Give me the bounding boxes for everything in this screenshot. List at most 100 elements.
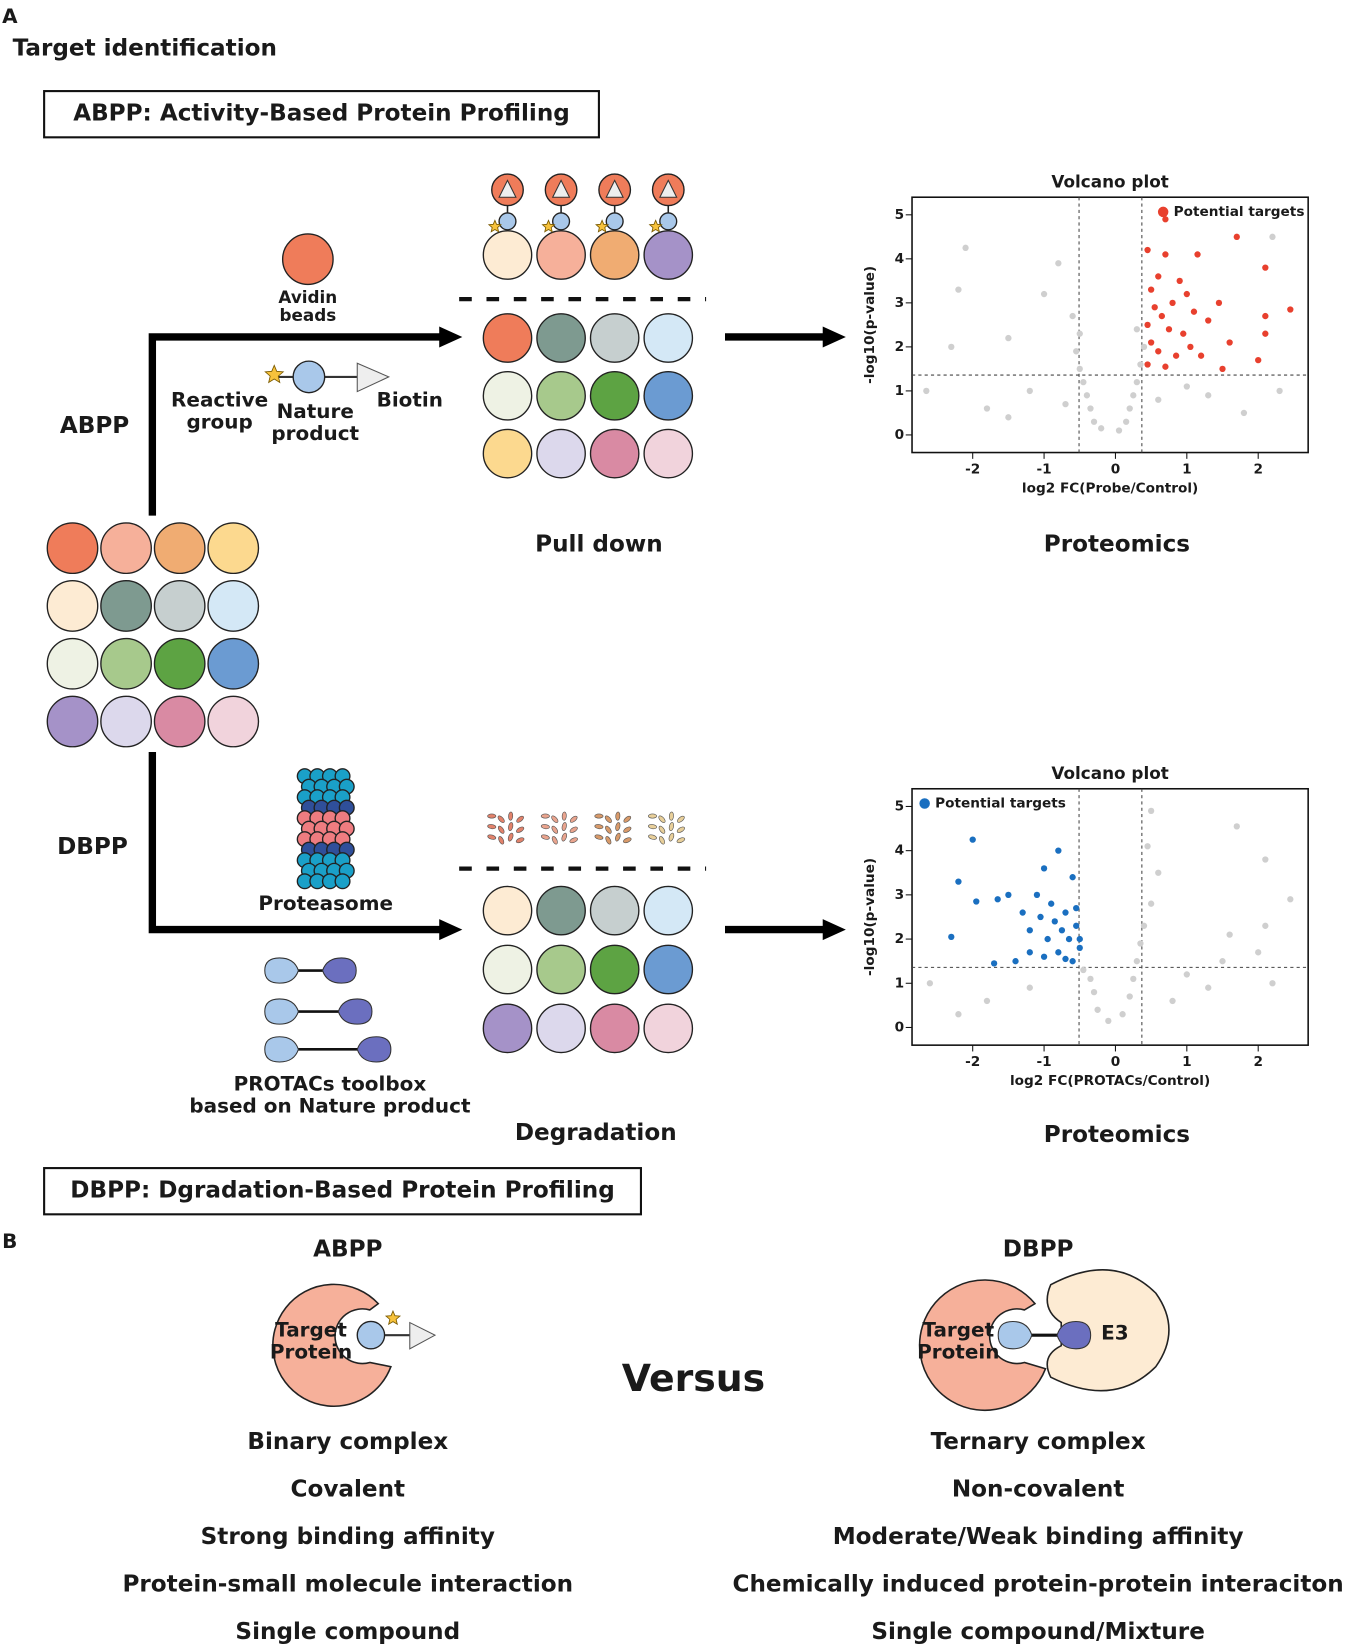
- fragment: [658, 815, 666, 823]
- point: [1076, 935, 1083, 943]
- point: [1144, 843, 1151, 850]
- fragment: [658, 825, 666, 834]
- point: [1133, 378, 1141, 386]
- fragment: [561, 822, 567, 832]
- legend-label: Potential targets: [935, 795, 1066, 811]
- point: [1269, 233, 1276, 240]
- label: group: [186, 410, 252, 434]
- x-tick-label: 2: [1253, 1054, 1263, 1070]
- protein: [46, 695, 99, 748]
- point: [1005, 414, 1012, 421]
- fragment: [615, 832, 621, 842]
- protein: [482, 313, 533, 363]
- point: [1183, 971, 1190, 978]
- point: [1026, 927, 1033, 934]
- protein: [356, 1320, 386, 1350]
- reactive-group: [384, 1309, 402, 1326]
- legend-marker: [1157, 206, 1169, 218]
- reactive-group: [595, 219, 610, 233]
- point: [1269, 980, 1276, 987]
- fragment: [677, 815, 685, 823]
- protein: [46, 637, 99, 690]
- point: [1140, 343, 1148, 351]
- y-tick-label: 3: [895, 887, 905, 903]
- point: [1069, 312, 1076, 320]
- point: [1233, 823, 1240, 830]
- protein: [536, 313, 586, 363]
- dbpp-box: [43, 1167, 642, 1216]
- arrow-line: [148, 751, 442, 934]
- point: [1076, 330, 1083, 337]
- step-label: Proteomics: [1044, 1122, 1190, 1148]
- point: [1044, 935, 1051, 943]
- x-tick-label: -1: [1036, 1054, 1051, 1070]
- panel-label: B: [2, 1229, 17, 1253]
- point: [1080, 966, 1087, 974]
- point: [1087, 975, 1094, 983]
- point: [1026, 949, 1033, 956]
- point: [1187, 343, 1194, 351]
- point: [973, 898, 980, 905]
- fragment: [676, 837, 686, 844]
- protein: [100, 637, 152, 690]
- protein: [153, 637, 206, 690]
- biotin: [409, 1321, 437, 1350]
- legend-marker: [919, 798, 930, 809]
- arrow-head: [439, 326, 463, 348]
- fragment: [668, 822, 674, 832]
- point: [1262, 922, 1269, 929]
- x-tick-label: 1: [1182, 1054, 1192, 1070]
- point: [1151, 304, 1158, 311]
- protein: [536, 370, 586, 421]
- point: [990, 960, 998, 967]
- point: [1137, 361, 1144, 368]
- biotin: [605, 179, 624, 198]
- point: [1144, 321, 1151, 329]
- fragment: [594, 813, 604, 819]
- fragment: [604, 815, 612, 823]
- step-label: Pull down: [535, 532, 663, 558]
- point: [1183, 290, 1190, 298]
- point: [1158, 312, 1165, 320]
- fragment: [540, 824, 550, 830]
- arrow-head: [439, 919, 463, 941]
- protein: [207, 637, 260, 690]
- feature: Moderate/Weak binding affinity: [833, 1524, 1244, 1550]
- y-tick-label: 5: [895, 207, 905, 223]
- protein: [281, 233, 334, 286]
- point: [1190, 308, 1198, 315]
- point: [1026, 387, 1033, 395]
- point: [1073, 922, 1080, 929]
- point: [1040, 290, 1048, 298]
- point: [1233, 233, 1240, 240]
- label: product: [271, 421, 359, 445]
- point: [1205, 984, 1212, 991]
- point: [955, 286, 962, 293]
- point: [1162, 363, 1169, 370]
- point: [1262, 330, 1269, 337]
- point: [1076, 365, 1083, 373]
- protein: [207, 695, 260, 748]
- feature: Binary complex: [247, 1429, 448, 1455]
- point: [1262, 264, 1269, 271]
- shape-label: Target: [922, 1317, 994, 1341]
- protein: [643, 370, 694, 421]
- label: beads: [279, 305, 336, 325]
- point: [1069, 874, 1076, 881]
- ligand: [264, 957, 299, 984]
- point: [1040, 953, 1048, 960]
- panel-label: A: [2, 4, 18, 28]
- ligand: [264, 998, 299, 1025]
- point: [1147, 286, 1155, 293]
- point: [1069, 958, 1076, 965]
- fragment: [594, 824, 604, 830]
- point: [1155, 869, 1162, 876]
- point: [1240, 409, 1248, 417]
- point: [923, 387, 930, 395]
- protein: [153, 695, 206, 748]
- fragment: [508, 811, 514, 821]
- shape-label: E3: [1101, 1321, 1129, 1345]
- feature: Chemically induced protein-protein inter…: [733, 1571, 1344, 1597]
- fragment: [594, 834, 604, 840]
- fragment: [507, 832, 514, 842]
